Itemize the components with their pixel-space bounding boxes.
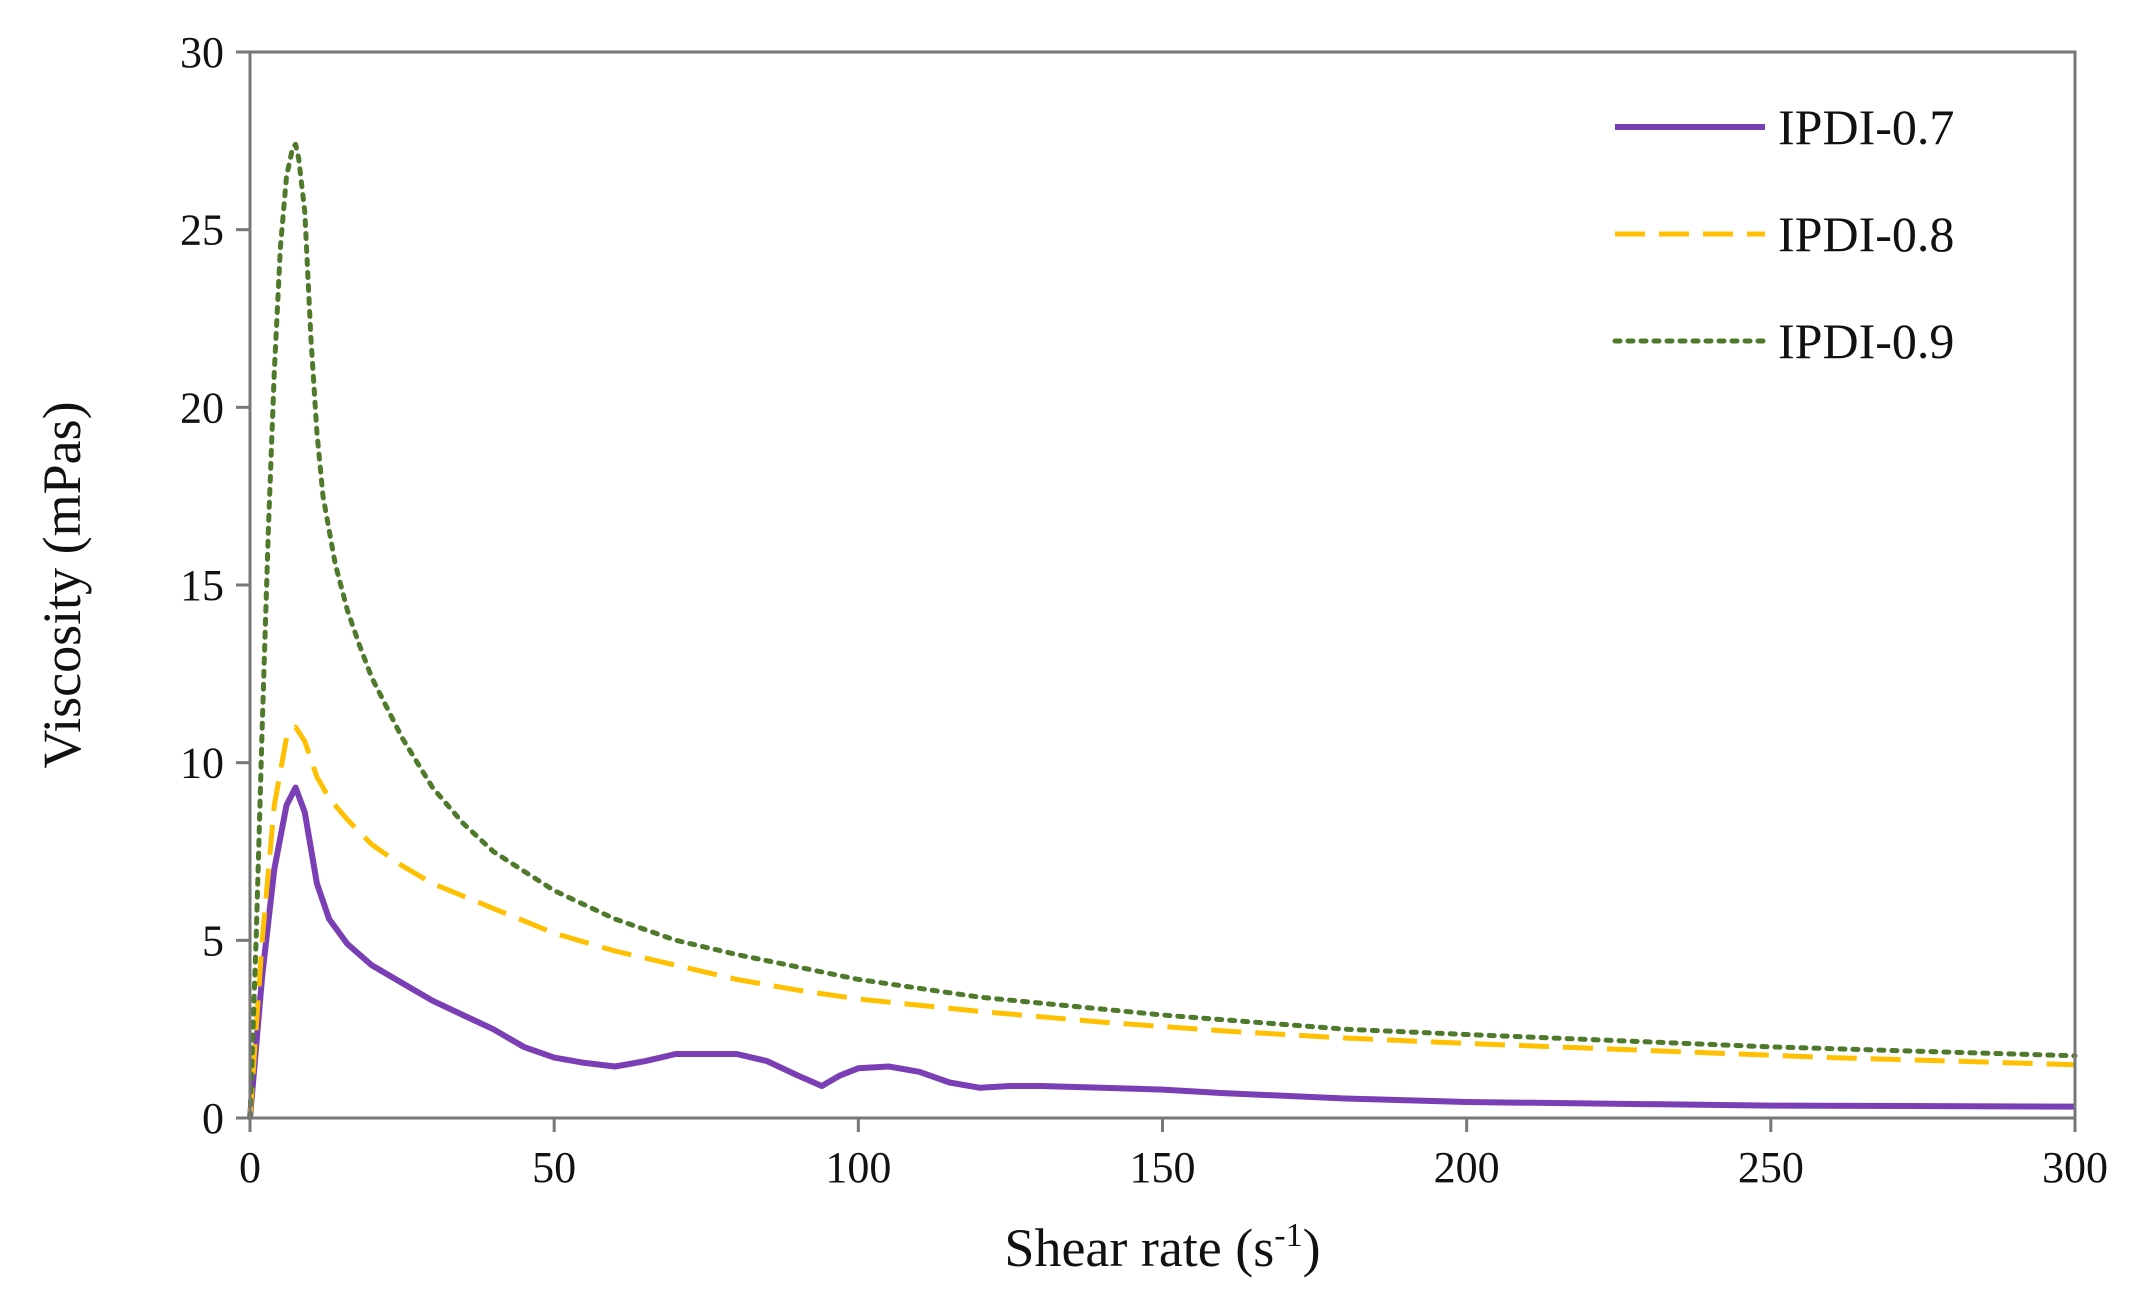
x-tick-label: 200 <box>1434 1143 1500 1192</box>
series-line-ipdi-0-8 <box>247 724 2076 1119</box>
x-axis-title-superscript: -1 <box>1274 1217 1302 1254</box>
legend-label: IPDI-0.7 <box>1778 99 1954 155</box>
series-line-ipdi-0-7 <box>247 784 2076 1119</box>
x-axis-title-end: ) <box>1303 1218 1321 1278</box>
y-tick-label: 15 <box>180 561 224 610</box>
x-axis-title-text: Shear rate (s <box>1004 1218 1274 1278</box>
x-tick-label: 150 <box>1130 1143 1196 1192</box>
x-tick-label: 0 <box>239 1143 261 1192</box>
y-tick-label: 25 <box>180 206 224 255</box>
legend: IPDI-0.7 IPDI-0.8 IPDI-0.9 <box>1612 99 1954 369</box>
y-axis-title: Viscosity (mPas) <box>32 401 92 768</box>
x-tick-label: 300 <box>2042 1143 2108 1192</box>
y-tick-label: 5 <box>202 916 224 965</box>
legend-label: IPDI-0.9 <box>1778 313 1954 369</box>
y-tick-label: 30 <box>180 28 224 77</box>
x-tick-label: 250 <box>1738 1143 1804 1192</box>
y-tick-label: 20 <box>180 383 224 432</box>
series-line-ipdi-0-9 <box>247 141 2078 1121</box>
x-tick-label: 50 <box>532 1143 576 1192</box>
series-layer <box>247 141 2078 1121</box>
x-tick-label: 100 <box>825 1143 891 1192</box>
x-axis-title: Shear rate (s-1) <box>1004 1217 1320 1278</box>
legend-label: IPDI-0.8 <box>1778 206 1954 262</box>
y-tick-label: 10 <box>180 739 224 788</box>
y-tick-label: 0 <box>202 1094 224 1143</box>
